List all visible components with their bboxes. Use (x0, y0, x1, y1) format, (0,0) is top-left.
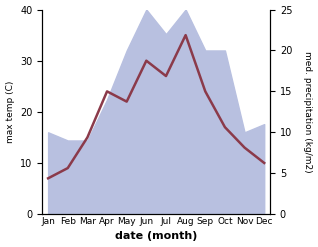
X-axis label: date (month): date (month) (115, 231, 197, 242)
Y-axis label: med. precipitation (kg/m2): med. precipitation (kg/m2) (303, 51, 313, 173)
Y-axis label: max temp (C): max temp (C) (5, 81, 15, 143)
